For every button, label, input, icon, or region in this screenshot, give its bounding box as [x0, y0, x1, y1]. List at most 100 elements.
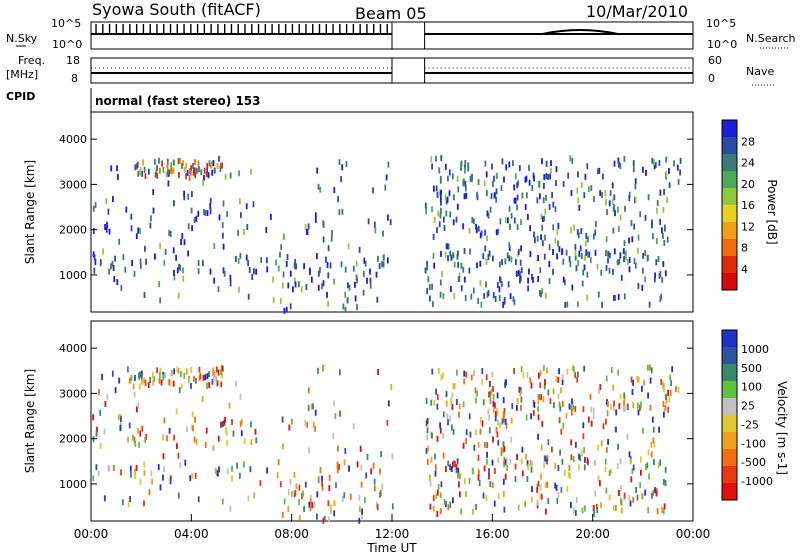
data-cell	[613, 404, 615, 411]
colorbar-tick-label: 4	[741, 263, 748, 276]
data-cell	[438, 368, 440, 374]
data-cell	[464, 295, 467, 301]
data-cell	[317, 183, 320, 190]
data-cell	[184, 459, 187, 466]
data-cell	[651, 157, 654, 164]
data-cell	[428, 474, 431, 481]
data-cell	[127, 501, 130, 508]
data-cell	[605, 236, 608, 243]
data-cell	[482, 492, 485, 499]
data-cell	[358, 494, 361, 501]
data-cell	[117, 173, 119, 180]
data-cell	[537, 405, 539, 412]
data-cell	[566, 486, 569, 492]
data-cell	[524, 501, 527, 508]
data-cell	[327, 272, 330, 279]
data-cell	[167, 168, 169, 175]
data-cell	[433, 262, 436, 269]
data-cell	[452, 219, 455, 226]
data-cell	[192, 162, 194, 169]
colorbar-swatch	[722, 449, 737, 467]
data-cell	[373, 221, 376, 228]
data-cell	[169, 380, 172, 387]
data-cell	[613, 248, 616, 255]
data-cell	[467, 162, 470, 169]
data-cell	[584, 254, 586, 261]
data-cell	[173, 159, 175, 166]
data-cell	[547, 174, 549, 181]
colorbar-tick-label: 25	[741, 400, 755, 413]
data-cell	[447, 175, 449, 182]
data-cell	[529, 460, 532, 466]
data-cell	[659, 459, 662, 466]
data-cell	[584, 240, 587, 247]
data-cell	[455, 216, 458, 223]
data-cell	[343, 459, 346, 466]
data-cell	[328, 516, 330, 523]
data-cell	[639, 404, 641, 411]
data-cell	[272, 276, 274, 283]
data-cell	[355, 260, 358, 267]
data-cell	[659, 189, 662, 196]
data-cell	[447, 504, 450, 511]
data-cell	[446, 196, 449, 203]
data-cell	[477, 474, 480, 481]
data-cell	[482, 399, 485, 406]
data-cell	[188, 175, 191, 182]
data-cell	[333, 278, 336, 285]
data-cell	[588, 251, 591, 258]
data-cell	[664, 405, 667, 412]
data-cell	[236, 462, 238, 469]
data-cell	[558, 417, 561, 424]
data-cell	[164, 372, 166, 379]
data-cell	[655, 259, 658, 266]
data-cell	[219, 162, 222, 169]
data-cell	[652, 489, 655, 496]
freq-unit-label: [MHz]	[6, 68, 38, 81]
data-cell	[654, 272, 656, 279]
data-cell	[190, 207, 193, 214]
data-cell	[679, 157, 682, 164]
data-cell	[462, 266, 465, 273]
data-cell	[571, 398, 573, 405]
data-cell	[489, 381, 491, 387]
data-cell	[442, 216, 445, 223]
data-cell	[372, 462, 375, 469]
data-cell	[308, 501, 311, 508]
data-cell	[277, 265, 280, 272]
x-tick-label: 16:00	[475, 527, 510, 541]
power-panel-frame	[90, 111, 694, 313]
data-cell	[533, 175, 535, 182]
data-cell	[574, 254, 577, 261]
data-cell	[153, 158, 156, 165]
data-cell	[553, 402, 555, 409]
data-cell	[677, 386, 680, 393]
data-cell	[504, 459, 507, 466]
data-cell	[358, 517, 361, 524]
data-cell	[573, 224, 575, 231]
data-cell	[582, 422, 585, 429]
data-cell	[118, 377, 121, 384]
data-cell	[557, 222, 560, 229]
data-cell	[576, 229, 579, 235]
data-cell	[463, 378, 466, 385]
data-cell	[183, 372, 186, 379]
data-cell	[632, 496, 635, 503]
data-cell	[513, 368, 515, 374]
data-cell	[503, 456, 506, 463]
beam-label: Beam 05	[355, 4, 427, 23]
data-cell	[640, 401, 642, 408]
data-cell	[93, 267, 96, 274]
data-cell	[623, 492, 626, 499]
data-cell	[432, 495, 435, 502]
data-cell	[250, 439, 253, 446]
data-cell	[484, 160, 487, 167]
data-cell	[378, 263, 381, 270]
data-cell	[605, 250, 607, 257]
data-cell	[213, 167, 216, 174]
data-cell	[132, 383, 135, 390]
freq-tick-high: 18	[66, 54, 80, 67]
data-cell	[620, 274, 623, 281]
data-cell	[156, 164, 158, 171]
